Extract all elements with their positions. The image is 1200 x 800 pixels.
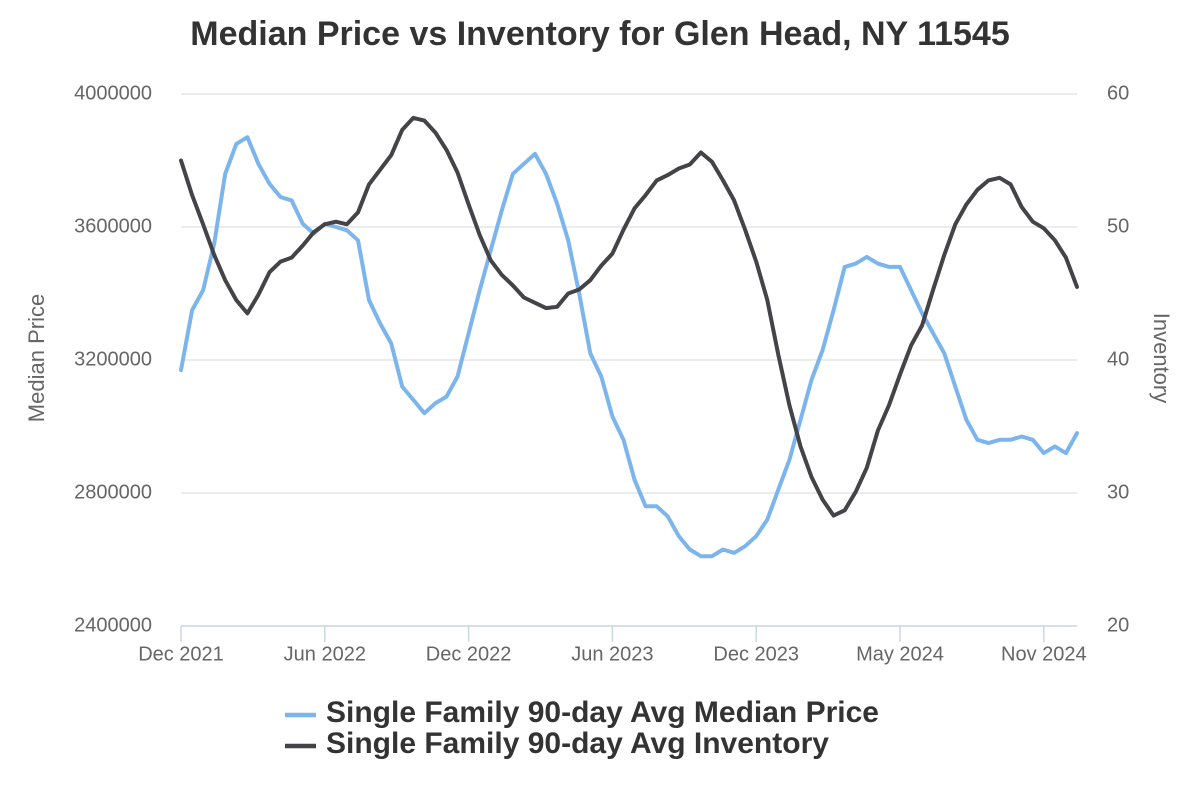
x-tick-label: Dec 2022 — [426, 643, 512, 665]
y2-tick-label: 40 — [1107, 348, 1129, 370]
legend-label: Single Family 90-day Avg Median Price — [326, 696, 879, 729]
y2-axis-title: Inventory — [1149, 313, 1174, 404]
y2-tick-label: 30 — [1107, 481, 1129, 503]
x-tick-label: Jun 2022 — [284, 643, 366, 665]
x-tick-label: Dec 2021 — [138, 643, 224, 665]
legend-label: Single Family 90-day Avg Inventory — [326, 727, 829, 760]
y-axis-title: Median Price — [24, 294, 49, 422]
y-tick-label: 3600000 — [74, 215, 152, 237]
y-tick-label: 3200000 — [74, 348, 152, 370]
y2-tick-label: 50 — [1107, 215, 1129, 237]
y2-tick-label: 20 — [1107, 614, 1129, 636]
chart-title: Median Price vs Inventory for Glen Head,… — [190, 15, 1010, 53]
x-tick-label: Nov 2024 — [1001, 643, 1087, 665]
y2-tick-label: 60 — [1107, 82, 1129, 104]
y-tick-label: 4000000 — [74, 82, 152, 104]
x-tick-label: Dec 2023 — [713, 643, 799, 665]
series-line — [179, 135, 1079, 559]
x-tick-label: May 2024 — [856, 643, 944, 665]
y-tick-label: 2400000 — [74, 614, 152, 636]
y-tick-label: 2800000 — [74, 481, 152, 503]
x-tick-label: Jun 2023 — [571, 643, 653, 665]
series-line — [179, 115, 1079, 518]
